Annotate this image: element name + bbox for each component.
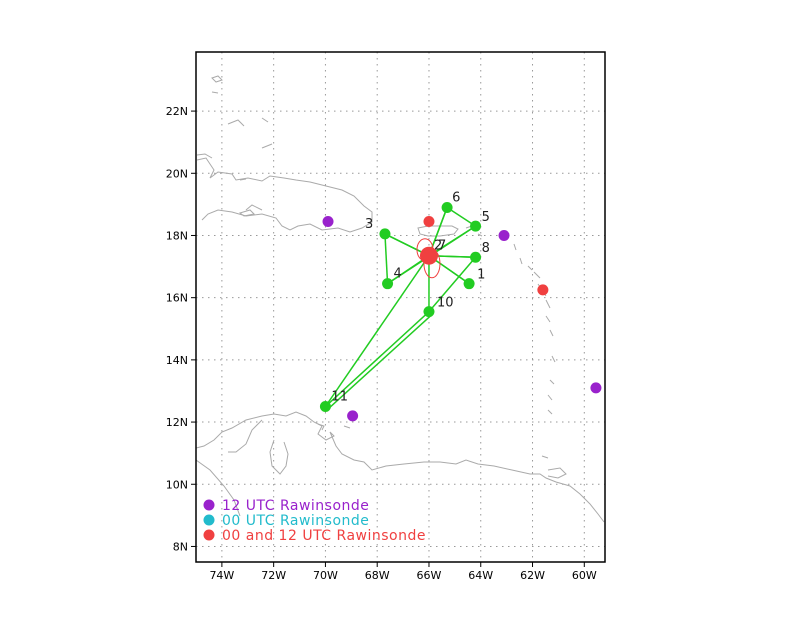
- storm-track: [319, 201, 482, 413]
- y-tick-label: 10N: [166, 478, 188, 491]
- axis-ticks: 74W 72W 70W 68W 66W 64W 62W 60W22N20N18N16N14N1…: [166, 105, 597, 582]
- rawinsonde-station: [423, 215, 435, 227]
- islet-north-4: [227, 119, 245, 127]
- track-point-label: 11: [331, 390, 348, 405]
- x-tick-label: 62W: [520, 569, 545, 582]
- track-point: [463, 278, 475, 290]
- track-point: [319, 401, 331, 413]
- islet-north-2: [211, 75, 223, 83]
- track-point-label: 4: [394, 267, 402, 282]
- islet-north-5: [261, 117, 269, 123]
- rawinsonde-station: [322, 215, 334, 227]
- track-point-label: 5: [482, 210, 490, 225]
- y-tick-label: 14N: [166, 354, 188, 367]
- lesser-antilles: [499, 231, 556, 459]
- trinidad: [547, 467, 567, 479]
- x-tick-label: 68W: [365, 569, 390, 582]
- x-tick-label: 70W: [313, 569, 338, 582]
- track-segment: [384, 233, 389, 284]
- legend-label: 00 UTC Rawinsonde: [222, 513, 369, 529]
- western-coast: [196, 459, 241, 517]
- track-point-label: 6: [452, 190, 460, 205]
- x-tick-label: 74W: [209, 569, 234, 582]
- south-america-coast: [196, 411, 605, 523]
- grid-lines: [196, 52, 605, 562]
- x-tick-label: 64W: [468, 569, 493, 582]
- rawinsonde-station: [590, 382, 602, 394]
- track-point: [423, 306, 435, 318]
- islet-north-3: [211, 91, 219, 94]
- coastlines: [196, 75, 605, 523]
- y-tick-label: 20N: [166, 167, 188, 180]
- legend-marker: [203, 499, 215, 511]
- track-point-label: 2: [434, 239, 442, 254]
- map-frame: [195, 51, 606, 563]
- track-point: [441, 201, 453, 213]
- rawinsonde-station: [537, 284, 549, 296]
- islet-north-6: [261, 143, 273, 149]
- track-segment: [326, 313, 434, 411]
- x-tick-label: 72W: [261, 569, 286, 582]
- track-spoke: [324, 255, 430, 407]
- puerto-rico-coast: [417, 225, 459, 237]
- track-point-labels: 1 2 3 4 5 6 7 8 10 11: [331, 190, 489, 404]
- y-tick-label: 18N: [166, 229, 188, 242]
- track-point-label: 3: [365, 217, 373, 232]
- track-point: [470, 220, 482, 232]
- cuba-tip: [196, 153, 213, 159]
- y-tick-label: 8N: [173, 540, 188, 553]
- track-point: [470, 251, 482, 263]
- legend-label: 00 and 12 UTC Rawinsonde: [222, 528, 426, 544]
- track-point: [379, 228, 391, 240]
- hispaniola-coast: [196, 157, 373, 233]
- x-tick-label: 60W: [572, 569, 597, 582]
- track-point-label: 1: [477, 268, 485, 283]
- hispaniola-gulf: [245, 204, 263, 211]
- track-point-label: 8: [482, 241, 490, 256]
- storm-center: [416, 238, 441, 279]
- x-tick-label: 66W: [417, 569, 442, 582]
- rawinsonde-stations: [322, 215, 602, 422]
- track-segment: [324, 311, 430, 408]
- track-point-label: 10: [437, 296, 454, 311]
- y-tick-label: 12N: [166, 416, 188, 429]
- colombia-guajira: [228, 419, 263, 453]
- track-segment: [446, 206, 476, 227]
- rawinsonde-station: [498, 229, 510, 241]
- legend-marker: [203, 514, 215, 526]
- rawinsonde-station: [347, 410, 359, 422]
- track-segment: [428, 256, 477, 313]
- lake-maracaibo: [269, 439, 289, 475]
- islet-north-1: [239, 178, 247, 181]
- legend-label: 12 UTC Rawinsonde: [222, 498, 369, 514]
- y-tick-label: 22N: [166, 105, 188, 118]
- gonave-island: [238, 209, 256, 217]
- y-tick-label: 16N: [166, 292, 188, 305]
- legend-marker: [203, 529, 215, 541]
- track-point: [382, 278, 394, 290]
- storm-center-marker: [419, 246, 438, 265]
- abc-islands: [317, 423, 351, 431]
- track-point-label: 7: [438, 239, 446, 254]
